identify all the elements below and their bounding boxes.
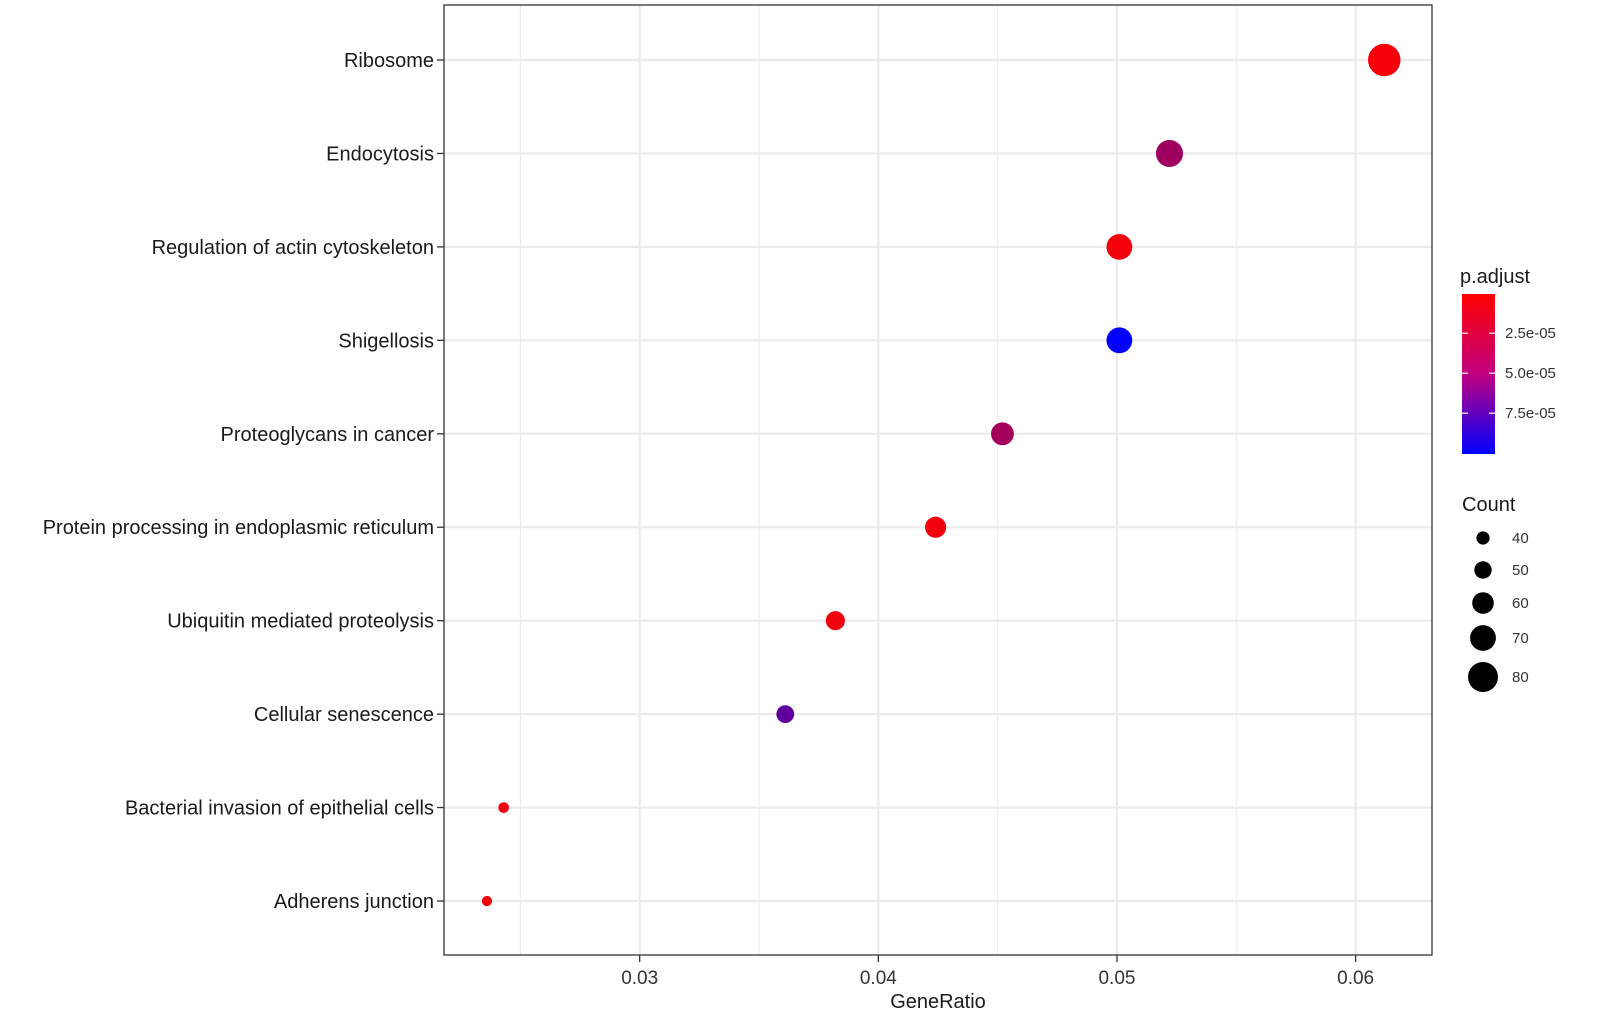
y-axis: Ribosome Endocytosis Regulation of actin c… [43,50,444,913]
size-legend-label: 50 [1512,562,1529,579]
size-legend-dot [1470,625,1496,651]
color-legend-ticks: 2.5e-05 5.0e-05 7.5e-05 [1462,325,1556,422]
color-tick-label: 5.0e-05 [1505,365,1556,382]
size-legend-items: 40 50 60 70 80 [1468,530,1529,692]
data-point [991,422,1014,446]
size-legend-title: Count [1462,494,1516,516]
x-tick-label: 0.05 [1098,968,1135,989]
size-legend-dot [1476,531,1490,545]
plot-panel-border [443,4,1433,956]
x-tick-label: 0.03 [621,968,658,989]
data-point [1106,233,1133,260]
x-tick-label: 0.04 [860,968,897,989]
color-bar [1462,294,1495,454]
y-tick-label: Endocytosis [326,143,434,165]
data-point [1106,327,1133,354]
data-point [1368,43,1401,77]
data-point [825,611,845,631]
color-legend-title: p.adjust [1460,266,1530,288]
color-legend: p.adjust 2.5e-05 5.0e-05 7.5e-05 [1460,266,1556,454]
data-point [1155,139,1184,167]
size-legend-label: 70 [1512,630,1529,647]
size-legend: Count 40 50 60 70 80 [1462,494,1529,692]
size-legend-label: 40 [1512,530,1529,547]
x-axis: 0.03 0.04 0.05 0.06 [621,955,1374,989]
y-tick-label: Cellular senescence [254,704,434,726]
color-tick-label: 2.5e-05 [1505,325,1556,342]
data-point [776,705,795,724]
y-tick-label: Proteoglycans in cancer [221,424,435,446]
size-legend-dot [1468,662,1498,692]
data-point [925,516,947,538]
y-tick-label: Shigellosis [338,330,434,352]
y-tick-label: Ribosome [344,50,434,72]
data-point [481,895,493,907]
size-legend-label: 80 [1512,669,1529,686]
y-tick-label: Ubiquitin mediated proteolysis [167,611,434,633]
data-point [498,802,510,813]
x-axis-title: GeneRatio [890,991,986,1013]
size-legend-dot [1472,592,1494,614]
y-tick-label: Adherens junction [274,891,434,913]
color-tick-label: 7.5e-05 [1505,405,1556,422]
grid-lines [444,5,1432,955]
data-points [481,43,1401,907]
size-legend-dot [1474,561,1492,579]
y-tick-label: Protein processing in endoplasmic reticu… [43,517,434,539]
y-tick-label: Bacterial invasion of epithelial cells [125,798,434,820]
size-legend-label: 60 [1512,595,1529,612]
x-tick-label: 0.06 [1337,968,1374,989]
y-tick-label: Regulation of actin cytoskeleton [152,237,434,259]
